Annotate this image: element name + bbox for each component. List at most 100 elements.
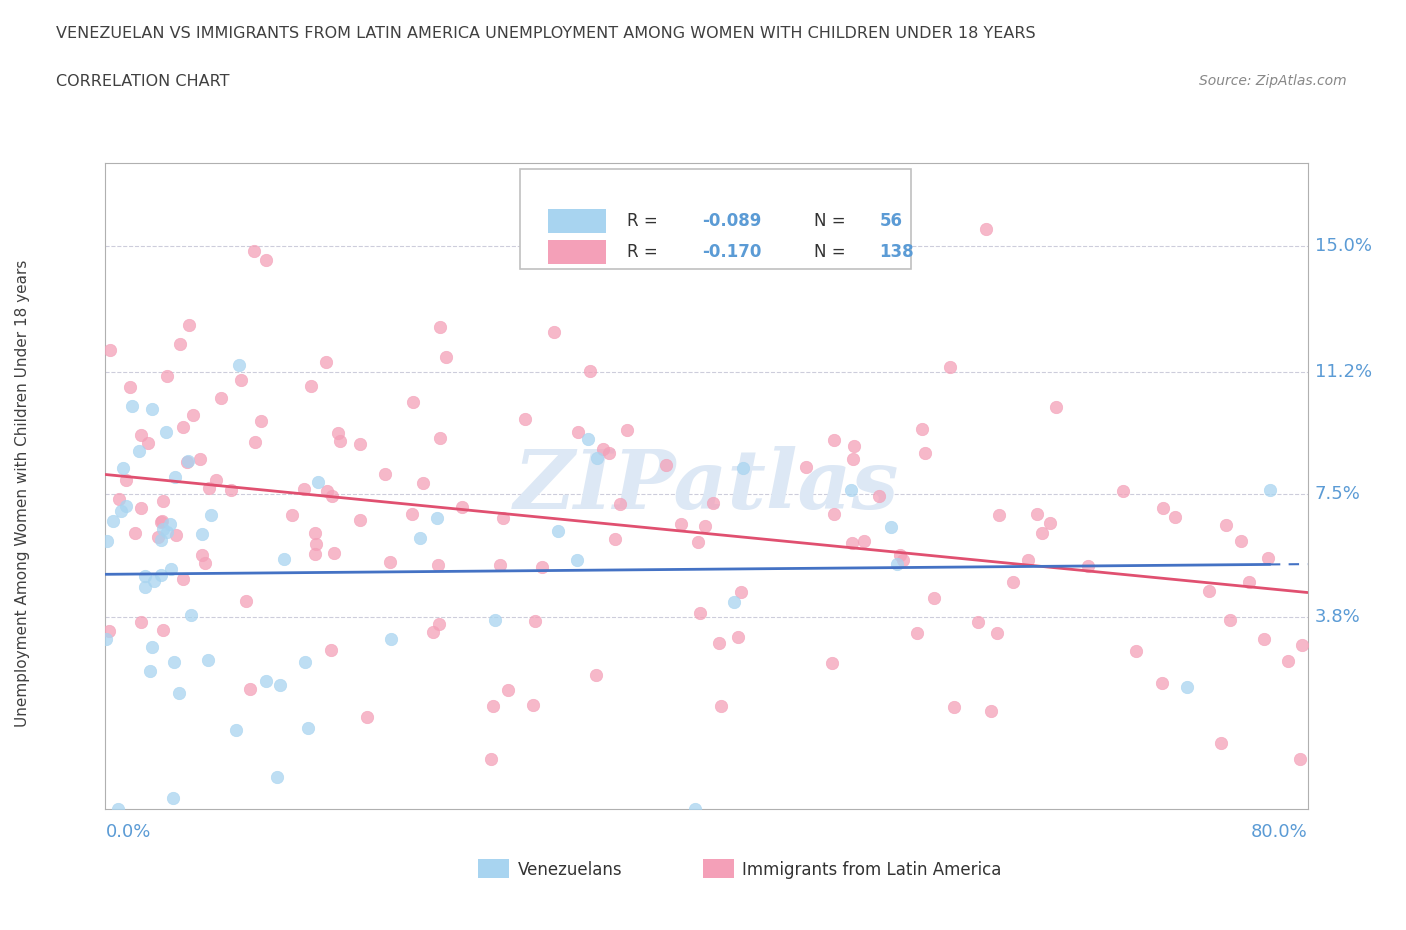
Point — [308, 474, 330, 489]
Point — [730, 585, 752, 600]
Point — [401, 506, 423, 521]
Text: R =: R = — [627, 243, 664, 261]
Point — [96, 534, 118, 549]
Point — [914, 445, 936, 460]
Point — [1175, 680, 1198, 695]
Bar — [548, 240, 606, 264]
Point — [543, 325, 565, 339]
Point — [669, 516, 692, 531]
Point — [378, 554, 401, 569]
Point — [321, 643, 343, 658]
Point — [155, 369, 177, 384]
Point — [98, 623, 121, 638]
Point — [304, 525, 326, 540]
Point — [710, 698, 733, 713]
Point — [254, 673, 277, 688]
Point — [235, 594, 257, 609]
Point — [167, 685, 190, 700]
Point — [1112, 484, 1135, 498]
Point — [880, 520, 903, 535]
Point — [434, 350, 457, 365]
Point — [197, 653, 219, 668]
Text: 15.0%: 15.0% — [1315, 236, 1372, 255]
Point — [689, 605, 711, 620]
Point — [131, 615, 153, 630]
Point — [841, 483, 863, 498]
Point — [905, 625, 928, 640]
Point — [163, 470, 186, 485]
Point — [141, 640, 163, 655]
Text: N =: N = — [814, 243, 851, 261]
Point — [609, 497, 631, 512]
Point — [585, 668, 607, 683]
Point — [513, 412, 536, 427]
Point — [868, 488, 890, 503]
Point — [114, 498, 136, 513]
Point — [297, 721, 319, 736]
Point — [886, 556, 908, 571]
Point — [243, 434, 266, 449]
Point — [683, 802, 706, 817]
Point — [481, 698, 503, 713]
Point — [143, 573, 166, 588]
Point — [426, 557, 449, 572]
Point — [1289, 752, 1312, 767]
Point — [191, 526, 214, 541]
Point — [852, 534, 875, 549]
Point — [496, 683, 519, 698]
Point — [1152, 676, 1174, 691]
Point — [1258, 483, 1281, 498]
Point — [576, 432, 599, 446]
Point — [1257, 551, 1279, 565]
Point — [889, 548, 911, 563]
Point — [530, 560, 553, 575]
Point — [155, 425, 177, 440]
Point — [146, 530, 169, 545]
Point — [98, 342, 121, 357]
Point — [159, 562, 181, 577]
Text: 3.8%: 3.8% — [1315, 608, 1361, 626]
Text: 7.5%: 7.5% — [1315, 485, 1361, 503]
Point — [980, 704, 1002, 719]
Text: 138: 138 — [880, 243, 914, 261]
Point — [727, 630, 749, 644]
Point — [1229, 534, 1251, 549]
Point — [567, 425, 589, 440]
Point — [1045, 400, 1067, 415]
Point — [412, 475, 434, 490]
Point — [986, 626, 1008, 641]
Point — [150, 513, 173, 528]
Point — [149, 532, 172, 547]
Point — [250, 413, 273, 428]
Point — [149, 514, 172, 529]
Point — [585, 450, 607, 465]
Point — [188, 452, 211, 467]
Point — [129, 427, 152, 442]
Point — [702, 496, 724, 511]
Point — [103, 513, 125, 528]
Point — [655, 458, 678, 472]
Point — [821, 656, 844, 671]
Point — [605, 532, 627, 547]
Point — [427, 617, 450, 631]
Point — [305, 537, 328, 551]
Point — [1031, 525, 1053, 540]
Point — [429, 320, 451, 335]
Point — [269, 678, 291, 693]
Point — [110, 504, 132, 519]
Point — [299, 379, 322, 393]
Point — [1125, 644, 1147, 658]
Point — [1039, 515, 1062, 530]
Point — [891, 552, 914, 567]
Point — [219, 482, 242, 497]
Point — [974, 221, 997, 236]
Point — [1237, 575, 1260, 590]
Point — [356, 710, 378, 724]
Point — [172, 572, 194, 587]
Point — [522, 698, 544, 712]
Point — [823, 507, 845, 522]
Point — [141, 402, 163, 417]
Point — [794, 459, 817, 474]
Text: R =: R = — [627, 212, 664, 230]
FancyBboxPatch shape — [520, 169, 911, 270]
